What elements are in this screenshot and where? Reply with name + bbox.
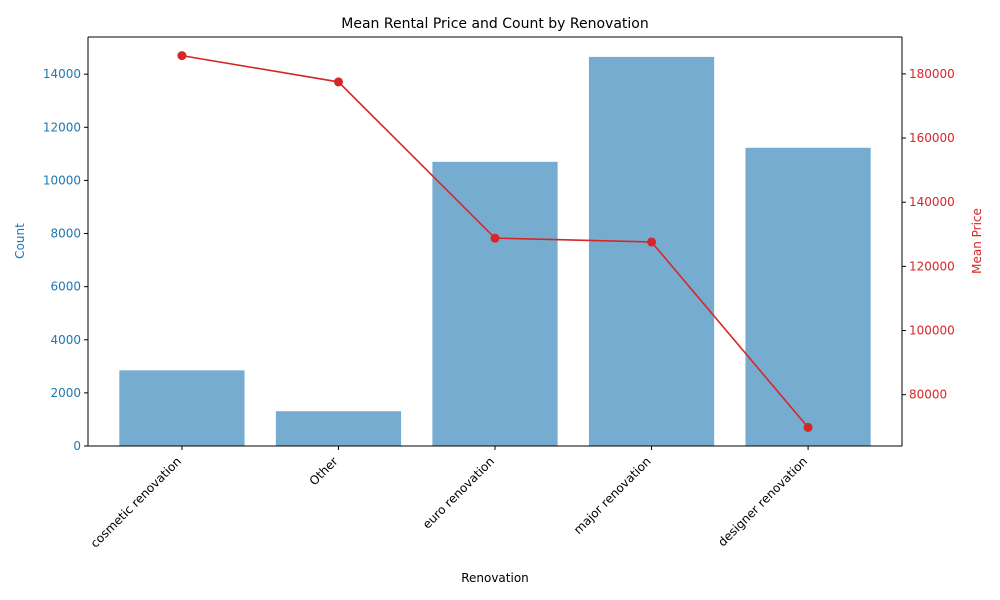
- y-right-tick-label: 140000: [909, 195, 955, 209]
- x-tick-label: designer renovation: [715, 454, 810, 549]
- line-point: [803, 422, 813, 432]
- line-point: [333, 77, 343, 87]
- line-point: [647, 237, 657, 247]
- y-right-tick-label: 180000: [909, 67, 955, 81]
- x-tick-label: major renovation: [571, 454, 654, 537]
- y-right-tick-label: 160000: [909, 131, 955, 145]
- bar: [275, 411, 402, 446]
- bar: [119, 370, 245, 446]
- line-layer: [177, 51, 813, 432]
- y-right-tick-label: 80000: [909, 388, 947, 402]
- y-left-tick-label: 2000: [50, 386, 81, 400]
- y-left-tick-label: 4000: [50, 333, 81, 347]
- y-right-tick-label: 100000: [909, 324, 955, 338]
- y-axis-left-title: Count: [13, 223, 27, 259]
- bar: [432, 161, 558, 446]
- bars-layer: [119, 56, 871, 447]
- x-tick-label: euro renovation: [420, 454, 497, 531]
- y-axis-right-title: Mean Price: [970, 208, 984, 274]
- chart-title: Mean Rental Price and Count by Renovatio…: [341, 16, 648, 32]
- line-point: [490, 233, 500, 243]
- y-right-tick-label: 120000: [909, 259, 955, 273]
- y-left-tick-label: 12000: [43, 120, 81, 134]
- y-left-tick-label: 6000: [50, 280, 81, 294]
- bar: [745, 147, 871, 446]
- y-axis-right: 80000 100000 120000 140000 160000 180000: [902, 67, 955, 402]
- x-tick-label: Other: [307, 454, 341, 488]
- y-axis-left: 0 2000 4000 6000 8000 10000 12000 14000: [43, 67, 88, 453]
- line-point: [177, 51, 187, 61]
- y-left-tick-label: 10000: [43, 173, 81, 187]
- y-left-tick-label: 14000: [43, 67, 81, 81]
- x-axis-title: Renovation: [461, 571, 529, 585]
- y-left-tick-label: 8000: [50, 227, 81, 241]
- x-axis: cosmetic renovation Other euro renovation m…: [88, 446, 810, 550]
- bar: [588, 56, 715, 447]
- x-tick-label: cosmetic renovation: [88, 454, 184, 550]
- y-left-tick-label: 0: [73, 439, 81, 453]
